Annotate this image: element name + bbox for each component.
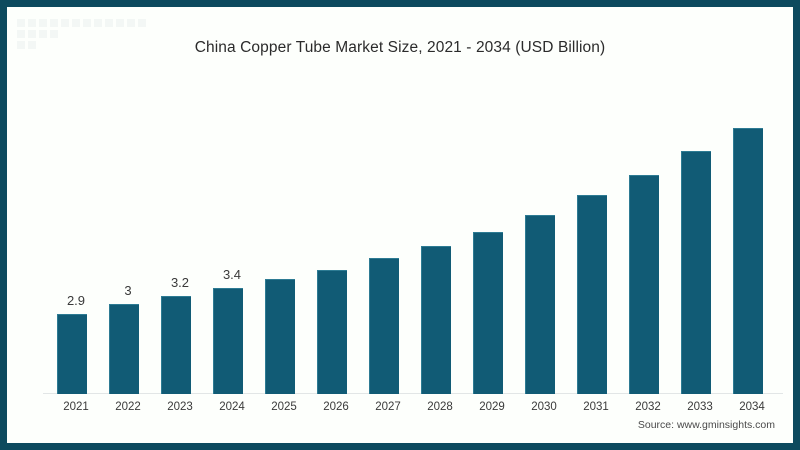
- bar-2030[interactable]: [525, 215, 555, 394]
- x-axis-tick-labels: 2021 2022 2023 2024 2025 2026 2027 2028 2029 2030…: [43, 401, 777, 421]
- bar-value-label: 2.9: [66, 293, 86, 308]
- bar-slot[interactable]: [570, 107, 622, 394]
- bar-2033[interactable]: [681, 151, 711, 394]
- x-tick-2025: 2025: [271, 401, 297, 413]
- x-tick-2032: 2032: [635, 401, 661, 413]
- x-tick-2029: 2029: [479, 401, 505, 413]
- bar-slot[interactable]: [258, 107, 310, 394]
- x-tick-2026: 2026: [323, 401, 349, 413]
- x-tick-2024: 2024: [219, 401, 245, 413]
- bar-2028[interactable]: [421, 246, 451, 394]
- bar-slot[interactable]: [726, 107, 778, 394]
- chart-title: China Copper Tube Market Size, 2021 - 20…: [194, 39, 606, 56]
- bar-2032[interactable]: [629, 175, 659, 394]
- bar-slot[interactable]: [466, 107, 518, 394]
- bar-2029[interactable]: [473, 232, 503, 394]
- bar-2026[interactable]: [317, 270, 347, 394]
- x-tick-2023: 2023: [167, 401, 193, 413]
- bar-2031[interactable]: [577, 195, 607, 394]
- bar-value-label: 3.4: [222, 267, 242, 282]
- source-attribution: Source: www.gminsights.com: [637, 419, 775, 431]
- bar-slot[interactable]: [414, 107, 466, 394]
- axis-baseline: [43, 393, 783, 394]
- bar-2024[interactable]: [213, 288, 243, 394]
- x-tick-2022: 2022: [115, 401, 141, 413]
- x-tick-2030: 2030: [531, 401, 557, 413]
- bar-2022[interactable]: [109, 304, 139, 394]
- bar-2023[interactable]: [161, 296, 191, 394]
- bar-2021[interactable]: [57, 314, 87, 394]
- bar-slot[interactable]: [622, 107, 674, 394]
- plot-area: 2.9 3 3.2 3.4: [43, 107, 783, 394]
- bar-slot[interactable]: 3: [102, 107, 154, 394]
- bar-slot[interactable]: 2.9: [50, 107, 102, 394]
- bar-2034[interactable]: [733, 128, 763, 394]
- bar-slot[interactable]: 3.2: [154, 107, 206, 394]
- bar-value-label: 3.2: [170, 275, 190, 290]
- x-tick-2021: 2021: [63, 401, 89, 413]
- bar-slot[interactable]: [362, 107, 414, 394]
- bar-slot[interactable]: [518, 107, 570, 394]
- x-tick-2027: 2027: [375, 401, 401, 413]
- x-tick-2034: 2034: [739, 401, 765, 413]
- bar-2025[interactable]: [265, 279, 295, 394]
- bar-slot[interactable]: [674, 107, 726, 394]
- x-tick-2033: 2033: [687, 401, 713, 413]
- x-tick-2031: 2031: [583, 401, 609, 413]
- bar-value-label: 3: [124, 283, 132, 298]
- bar-slot[interactable]: 3.4: [206, 107, 258, 394]
- x-tick-2028: 2028: [427, 401, 453, 413]
- bar-2027[interactable]: [369, 258, 399, 394]
- bar-slot[interactable]: [310, 107, 362, 394]
